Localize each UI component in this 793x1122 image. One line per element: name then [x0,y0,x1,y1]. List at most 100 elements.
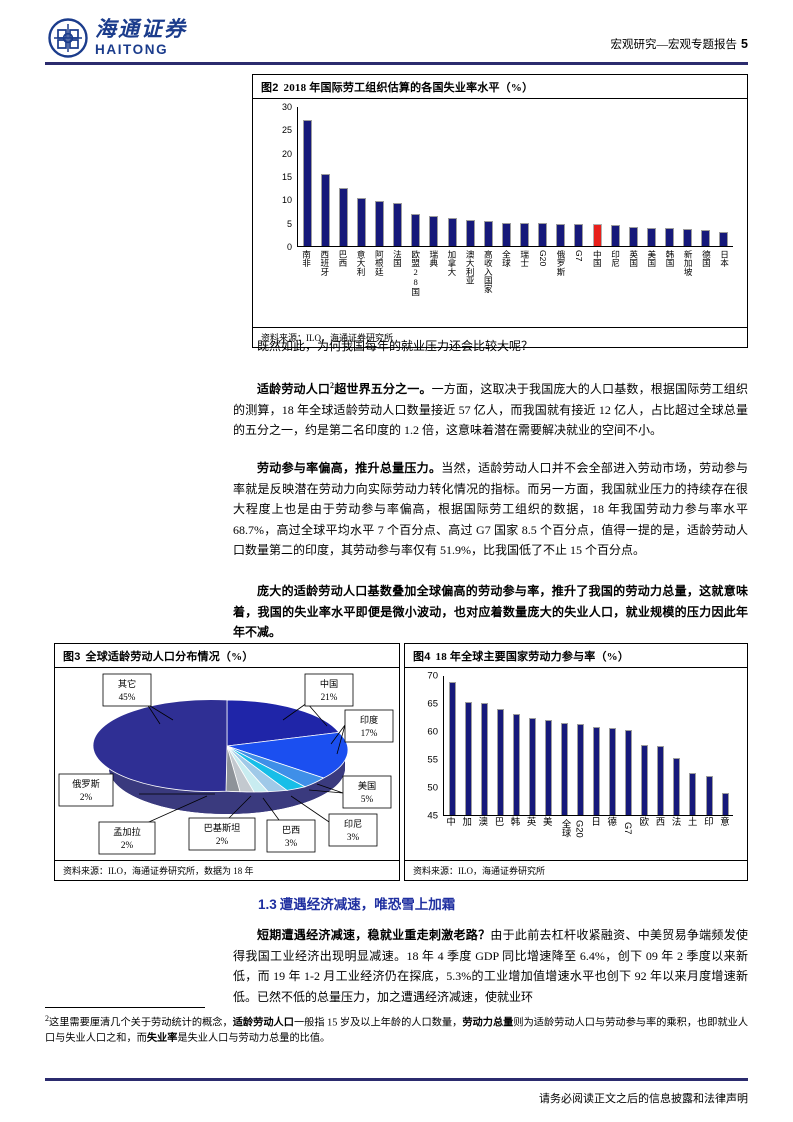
paragraph-2-lead: 适龄劳动人口 [257,382,331,396]
paragraph-4-text: 庞大的适龄劳动人口基数叠加全球偏高的劳动参与率，推升了我国的劳动力总量，这就意味… [233,584,748,639]
paragraph-3: 劳动参与率偏高，推升总量压力。当然，适龄劳动人口并不会全部进入劳动市场，劳动参与… [233,458,748,561]
footnote-divider [45,1007,205,1008]
footnote-marker: 2 [45,1014,49,1023]
figure-2-body: 0 5 10 15 20 25 30 南非 西班牙 巴西 意大利 阿根廷 法国 欧盟28国 瑞典 加拿大 澳大… [253,99,747,327]
bar [683,228,693,246]
x-label-cell: 印 [701,818,717,838]
x-label-cell: 加 [459,818,475,838]
callout-pakistan-value: 2% [216,836,229,846]
bar [657,746,665,815]
bar-cell [570,107,588,246]
bar [528,717,536,815]
header-divider [45,62,748,65]
x-label-cell: 加拿大 [442,250,460,322]
callout-usa: 美国 5% [342,775,392,809]
bar [483,221,493,246]
x-tick-label: 西 [655,818,666,828]
x-label-cell: 澳大利亚 [461,250,479,322]
paragraph-4: 庞大的适龄劳动人口基数叠加全球偏高的劳动参与率，推升了我国的劳动力总量，这就意味… [233,581,748,643]
x-tick-label: 德国 [701,250,712,268]
page-header: 海通证券 HAITONG 宏观研究—宏观专题报告 5 [0,0,793,66]
bar-cell [497,107,515,246]
labor-population-pie-chart: 其它 45% 中国 21% 印度 17% 美国 [58,673,394,855]
pie-callouts: 其它 45% 中国 21% 印度 17% 美国 [58,673,394,855]
bar-cell [642,107,660,246]
bar-cell [552,107,570,246]
callout-other-value: 45% [119,692,136,702]
callout-china-value: 21% [321,692,338,702]
x-tick-label: 全球 [501,250,512,268]
figure-4: 图4 18 年全球主要国家劳动力参与率（%） 45 50 55 60 65 70 中加澳巴韩… [404,643,748,881]
x-tick-label: 日本 [719,250,730,268]
footnote: 2这里需要厘清几个关于劳动统计的概念，适龄劳动人口一般指 15 岁及以上年龄的人… [45,1011,748,1047]
bar [628,226,638,246]
x-tick-label: G20 [537,250,548,267]
y-tick-label: 45 [427,810,438,822]
x-label-cell: 西 [652,818,668,838]
bar [320,173,330,246]
callout-russia-label: 俄罗斯 [72,778,100,789]
bar-cell [715,107,733,246]
bar-cell [717,676,733,815]
x-label-cell: 英国 [624,250,642,322]
x-tick-label: 瑞典 [428,250,439,268]
paragraph-5: 短期遭遇经济减速，稳就业重走刺激老路？由于此前去杠杆收紧融资、中美贸易争端频发使… [233,925,748,1007]
footnote-text-c: 则为适龄劳动人口与劳动参与率的乘积，也即就业人口与失业人口之和，而 [45,1017,749,1045]
x-label-cell: 美 [540,818,556,838]
x-label-cell: 南非 [297,250,315,322]
bar-cell [661,107,679,246]
bar-cell [407,107,425,246]
paragraph-1: 既然如此，为何我国每年的就业压力还会比较大呢？ [233,336,748,357]
y-tick-label: 30 [281,102,292,112]
x-label-cell: 巴 [491,818,507,838]
bar [464,701,472,815]
x-label-cell: 德国 [697,250,715,322]
x-label-cell: 高收入国家 [479,250,497,322]
x-label-cell: G7 [620,819,636,838]
logo-english-text: HAITONG [95,42,169,58]
bar [538,223,548,246]
bar [375,201,385,246]
bar-cell [461,107,479,246]
bar-cell [508,676,524,815]
bar-cell [653,676,669,815]
y-tick-label: 0 [286,242,292,252]
x-tick-label: 高收入国家 [483,250,494,293]
callout-other: 其它 45% [102,673,152,707]
bar [496,708,504,815]
x-tick-label: 韩国 [665,250,676,268]
bar-cell [624,107,642,246]
bar [689,773,697,815]
x-tick-label: 法国 [392,250,403,268]
callout-pakistan: 巴基斯坦 2% [188,817,256,851]
logo-chinese-text: 海通证券 [95,17,187,42]
callout-brazil-label: 巴西 [282,825,300,835]
x-label-cell: 德 [604,818,620,838]
bar-cell [573,676,589,815]
x-tick-label: 德 [607,818,617,828]
y-tick-label: 60 [427,726,438,738]
bar-cell [444,676,460,815]
footer-divider [45,1078,748,1081]
bar-cell [621,676,637,815]
x-tick-label: G7 [622,822,634,835]
y-tick-label: 55 [427,754,438,766]
figure-2: 图2 2018 年国际劳工组织估算的各国失业率水平（%） 0 5 10 15 20 25 30… [252,74,748,348]
bar-cell [697,107,715,246]
page-number: 5 [741,37,748,51]
y-tick-label: 20 [281,148,292,159]
figure-3-title-text: 全球适龄劳动人口分布情况（%） [85,651,254,663]
x-label-cell: G7 [570,250,588,322]
x-tick-label: 意大利 [356,250,367,276]
bar-cell [479,107,497,246]
callout-india-label: 印度 [360,714,378,725]
figure-2-title-text: 2018 年国际劳工组织估算的各国失业率水平（%） [283,82,534,94]
bar-cell [669,676,685,815]
bar [501,222,511,246]
bar [447,218,457,246]
bar [429,215,439,246]
paragraph-3-rest: 当然，适龄劳动人口并不会全部进入劳动市场，劳动参与率就是反映潜在劳动力向实际劳动… [233,461,748,557]
bar-cell [605,676,621,815]
x-tick-label: 巴西 [337,250,348,268]
